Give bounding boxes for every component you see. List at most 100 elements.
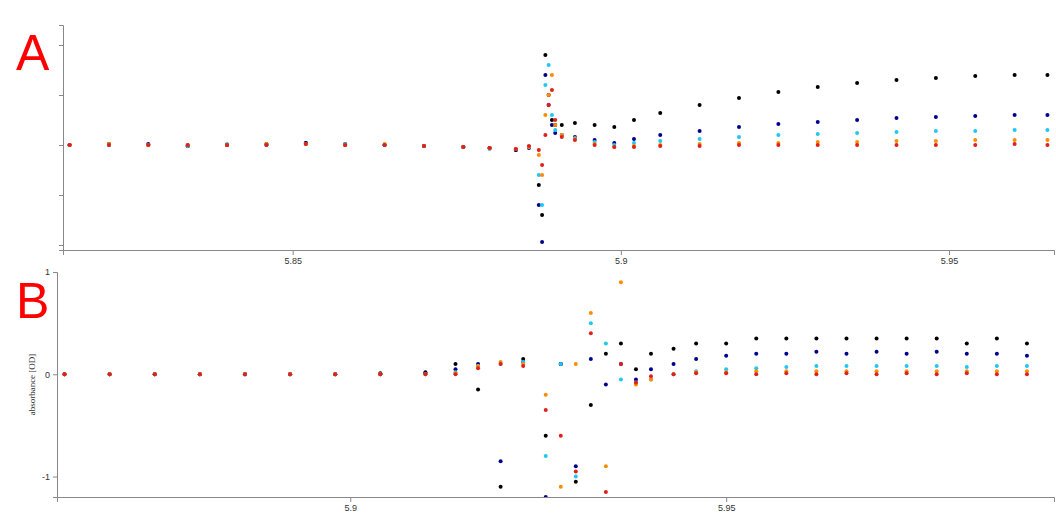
point — [672, 372, 676, 376]
point — [540, 173, 544, 177]
point — [559, 362, 563, 366]
point — [776, 133, 780, 137]
point — [995, 364, 999, 368]
point — [544, 408, 548, 412]
point — [934, 76, 938, 80]
point — [855, 143, 859, 147]
point — [604, 464, 608, 468]
point — [288, 372, 292, 376]
x-axis: 5.855.95.95 — [64, 250, 1055, 266]
point — [198, 372, 202, 376]
point — [573, 137, 577, 141]
point — [1025, 372, 1029, 376]
plot-area — [63, 280, 1029, 497]
point — [894, 116, 898, 120]
point — [107, 142, 111, 146]
tick: 5.95 — [718, 497, 736, 513]
point — [855, 131, 859, 135]
point — [527, 144, 531, 148]
point — [543, 113, 547, 117]
point — [574, 469, 578, 473]
tick: 1 — [45, 267, 57, 277]
point — [905, 352, 909, 356]
point — [383, 143, 387, 147]
point — [658, 133, 662, 137]
point — [935, 372, 939, 376]
point — [612, 145, 616, 149]
panel-title: A — [16, 25, 50, 81]
point — [225, 143, 229, 147]
point — [973, 129, 977, 133]
series — [63, 280, 1029, 489]
point — [784, 371, 788, 375]
point — [855, 118, 859, 122]
point — [632, 145, 636, 149]
point — [198, 372, 202, 376]
point — [634, 380, 638, 384]
point — [63, 372, 67, 376]
tick: 5.9 — [615, 250, 628, 266]
point — [604, 352, 608, 356]
tick — [59, 195, 63, 196]
point — [934, 143, 938, 147]
point — [698, 129, 702, 133]
point — [63, 372, 67, 376]
point — [378, 372, 382, 376]
plot-area — [68, 53, 1050, 244]
point — [423, 372, 427, 376]
point — [935, 350, 939, 354]
point — [488, 147, 492, 151]
tick: 0 — [45, 370, 57, 380]
point — [875, 372, 879, 376]
point — [108, 372, 112, 376]
point — [540, 163, 544, 167]
point — [107, 142, 111, 146]
point — [514, 147, 518, 151]
point — [499, 362, 503, 366]
point — [574, 480, 578, 484]
panel-title: B — [16, 273, 49, 329]
point — [619, 362, 623, 366]
point — [63, 372, 67, 376]
point — [573, 138, 577, 142]
point — [965, 371, 969, 375]
point — [186, 143, 190, 147]
point — [68, 143, 72, 147]
point — [560, 135, 564, 139]
point — [547, 63, 551, 67]
point — [198, 372, 202, 376]
tick-mark — [59, 195, 63, 196]
point — [186, 144, 190, 148]
point — [383, 143, 387, 147]
point — [1025, 354, 1029, 358]
point — [724, 354, 728, 358]
point — [816, 143, 820, 147]
point — [146, 143, 150, 147]
point — [540, 213, 544, 217]
point — [560, 123, 564, 127]
point — [343, 142, 347, 146]
point — [108, 372, 112, 376]
panel: B5.95.95-101absorbance [OD] — [16, 267, 1055, 513]
point — [612, 125, 616, 129]
point — [186, 144, 190, 148]
point — [333, 372, 337, 376]
point — [632, 144, 636, 148]
point — [476, 366, 480, 370]
point — [754, 372, 758, 376]
point — [514, 148, 518, 152]
point — [995, 372, 999, 376]
point — [499, 362, 503, 366]
point — [527, 145, 531, 149]
point — [547, 93, 551, 97]
point — [153, 372, 157, 376]
point — [604, 490, 608, 494]
point — [383, 143, 387, 147]
point — [422, 144, 426, 148]
point — [544, 434, 548, 438]
point — [553, 118, 557, 122]
series — [68, 63, 1050, 207]
tick-mark — [59, 95, 63, 96]
point — [540, 203, 544, 207]
point — [264, 143, 268, 147]
